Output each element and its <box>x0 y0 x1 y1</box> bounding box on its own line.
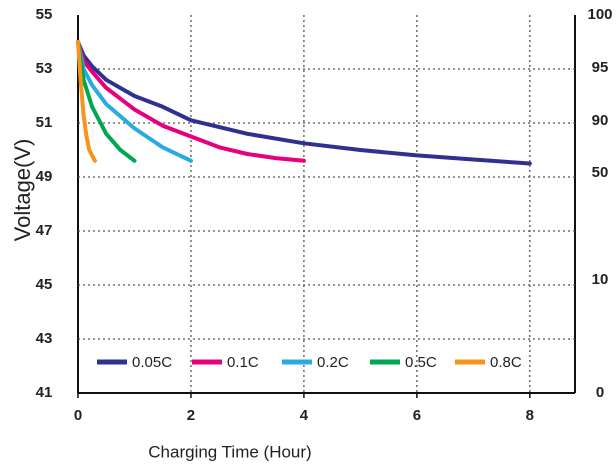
y2-tick-label: 100 <box>587 6 612 23</box>
line-series <box>76 40 193 163</box>
x-axis-label: Charging Time (Hour) <box>148 442 311 461</box>
legend-label: 0.5C <box>405 354 437 371</box>
legend-label: 0.2C <box>317 354 349 371</box>
y-axis-label: Voltage(V) <box>10 139 35 242</box>
y-tick-label: 53 <box>36 60 53 77</box>
y-tick-label: 49 <box>36 168 53 185</box>
y2-tick-label: 0 <box>596 384 604 401</box>
legend-label: 0.1C <box>227 354 259 371</box>
y2-tick-label: 50 <box>592 164 609 181</box>
y-tick-label: 47 <box>36 222 53 239</box>
y2-tick-label: 90 <box>592 112 609 129</box>
line-series <box>76 40 532 166</box>
x-tick-label: 0 <box>74 407 82 424</box>
line-series <box>76 40 306 163</box>
y-tick-label: 45 <box>36 276 53 293</box>
y-tick-label: 41 <box>36 384 53 401</box>
x-tick-label: 2 <box>187 407 195 424</box>
y-tick-label: 43 <box>36 330 53 347</box>
y2-tick-label: 95 <box>592 59 609 76</box>
y2-tick-label: 10 <box>592 271 609 288</box>
x-tick-label: 6 <box>413 407 421 424</box>
legend-label: 0.05C <box>132 354 172 371</box>
x-tick-label: 4 <box>300 407 309 424</box>
x-tick-label: 8 <box>526 407 534 424</box>
line-series <box>76 40 97 163</box>
y-tick-label: 51 <box>36 114 53 131</box>
y-tick-label: 55 <box>36 6 53 23</box>
legend-label: 0.8C <box>490 354 522 371</box>
line-series <box>76 40 137 163</box>
